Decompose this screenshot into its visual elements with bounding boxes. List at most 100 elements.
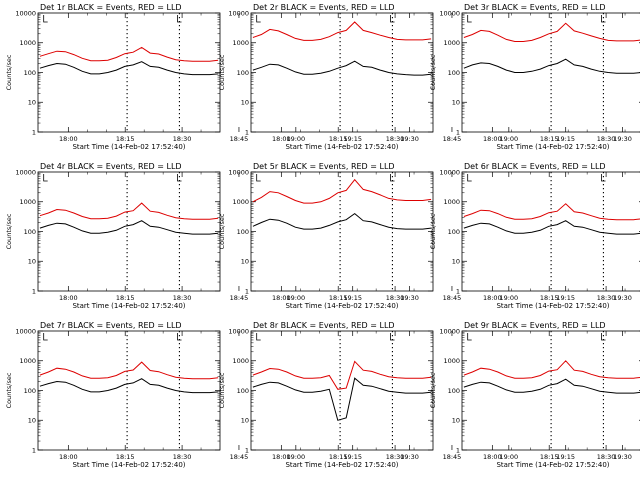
y-tick-label: 10 [28, 417, 36, 425]
y-tick-label: 10000 [15, 168, 36, 176]
y-tick-label: 10 [452, 417, 460, 425]
x-tick-label: 18:00 [59, 453, 78, 461]
y-tick-label: 1 [32, 128, 36, 136]
panel-title: Det 9r BLACK = Events, RED = LLD [464, 321, 606, 330]
series-line-red [252, 21, 432, 41]
x-tick-label: 19:30 [400, 135, 419, 143]
x-tick-label: 19:00 [499, 135, 518, 143]
y-tick-label: 1000 [232, 39, 249, 47]
y-tick-label: 10000 [15, 9, 36, 17]
y-tick-label: 1 [32, 446, 36, 454]
plot-frame [37, 330, 221, 451]
y-tick-label: 10000 [228, 9, 249, 17]
y-tick-label: 1 [32, 287, 36, 295]
panel-title: Det 5r BLACK = Events, RED = LLD [253, 162, 395, 171]
orbit-mark-left [43, 333, 48, 341]
orbit-mark-left [256, 174, 261, 182]
x-tick-label: 18:45 [443, 453, 462, 461]
panel-title: Det 1r BLACK = Events, RED = LLD [40, 3, 182, 12]
x-tick-label: 18:15 [116, 294, 135, 302]
orbit-mark-right [601, 15, 606, 23]
y-tick-label: 10 [241, 417, 249, 425]
orbit-mark-left [467, 333, 472, 341]
x-tick-label: 19:00 [286, 294, 305, 302]
x-tick-label: 19:00 [286, 135, 305, 143]
x-axis-label: Start Time (14-Feb-02 17:52:40) [285, 143, 398, 151]
orbit-mark-right [390, 333, 395, 341]
y-tick-label: 10000 [228, 168, 249, 176]
orbit-mark-right [177, 15, 182, 23]
series-line-black [463, 378, 640, 394]
x-axis-label: Start Time (14-Feb-02 17:52:40) [72, 302, 185, 310]
x-tick-label: 18:00 [483, 135, 502, 143]
x-axis-label: Start Time (14-Feb-02 17:52:40) [496, 302, 609, 310]
series-line-black [252, 377, 432, 421]
series-line-red [252, 178, 432, 204]
x-tick-label: 19:15 [343, 453, 362, 461]
series-line-black [39, 61, 219, 76]
y-axis-label: Counts/sec [429, 213, 437, 249]
series-line-black [39, 220, 219, 235]
x-tick-label: 19:15 [343, 294, 362, 302]
y-tick-label: 100 [237, 69, 249, 77]
y-tick-label: 1 [456, 128, 460, 136]
series-line-red [463, 22, 640, 42]
series-line-red [463, 203, 640, 221]
x-tick-label: 18:45 [230, 135, 249, 143]
y-tick-label: 1000 [443, 39, 460, 47]
x-tick-label: 18:15 [540, 294, 559, 302]
y-axis-label: Counts/sec [5, 54, 13, 90]
y-tick-label: 1 [245, 128, 249, 136]
orbit-mark-right [177, 174, 182, 182]
orbit-mark-left [256, 333, 261, 341]
series-line-red [252, 360, 432, 390]
orbit-mark-left [467, 15, 472, 23]
y-axis-label: Counts/sec [5, 372, 13, 408]
x-tick-label: 18:30 [173, 453, 192, 461]
x-tick-label: 19:30 [400, 453, 419, 461]
series-line-red [39, 202, 219, 220]
y-tick-label: 100 [448, 69, 460, 77]
panel-title: Det 6r BLACK = Events, RED = LLD [464, 162, 606, 171]
x-tick-label: 18:30 [597, 294, 616, 302]
panel-1: Det 1r BLACK = Events, RED = LLD 1 10 100 10… [5, 3, 419, 151]
y-tick-label: 10 [241, 99, 249, 107]
y-tick-label: 100 [448, 387, 460, 395]
y-tick-label: 1 [245, 446, 249, 454]
panel-title: Det 8r BLACK = Events, RED = LLD [253, 321, 395, 330]
x-axis-label: Start Time (14-Feb-02 17:52:40) [72, 143, 185, 151]
x-tick-label: 18:00 [59, 135, 78, 143]
y-tick-label: 100 [24, 69, 36, 77]
y-tick-label: 1 [456, 446, 460, 454]
x-tick-label: 18:00 [272, 453, 291, 461]
y-tick-label: 1 [456, 287, 460, 295]
x-tick-label: 19:00 [499, 294, 518, 302]
x-tick-label: 18:30 [597, 453, 616, 461]
y-axis-label: Counts/sec [5, 213, 13, 249]
x-tick-label: 18:00 [59, 294, 78, 302]
plot-frame [250, 171, 434, 292]
orbit-mark-left [43, 174, 48, 182]
y-tick-label: 10000 [15, 327, 36, 335]
y-tick-label: 10000 [439, 9, 460, 17]
y-tick-label: 1000 [19, 357, 36, 365]
y-tick-label: 10 [452, 99, 460, 107]
panel-9: Det 9r BLACK = Events, RED = LLD 1 10 100 10… [429, 321, 640, 469]
x-tick-label: 19:00 [499, 453, 518, 461]
y-tick-label: 10 [28, 99, 36, 107]
y-tick-label: 10000 [439, 327, 460, 335]
x-axis-label: Start Time (14-Feb-02 17:52:40) [285, 302, 398, 310]
y-tick-label: 1 [245, 287, 249, 295]
x-tick-label: 18:15 [540, 135, 559, 143]
x-tick-label: 18:15 [116, 453, 135, 461]
panel-8: Det 8r BLACK = Events, RED = LLD 1 10 100 10… [218, 321, 632, 469]
orbit-mark-left [43, 15, 48, 23]
x-tick-label: 18:45 [443, 294, 462, 302]
x-tick-label: 18:15 [329, 453, 348, 461]
y-axis-label: Counts/sec [218, 213, 226, 249]
plot-frame [37, 171, 221, 292]
x-tick-label: 19:30 [613, 453, 632, 461]
x-axis-label: Start Time (14-Feb-02 17:52:40) [496, 461, 609, 469]
x-tick-label: 18:30 [386, 453, 405, 461]
x-tick-label: 19:00 [286, 453, 305, 461]
